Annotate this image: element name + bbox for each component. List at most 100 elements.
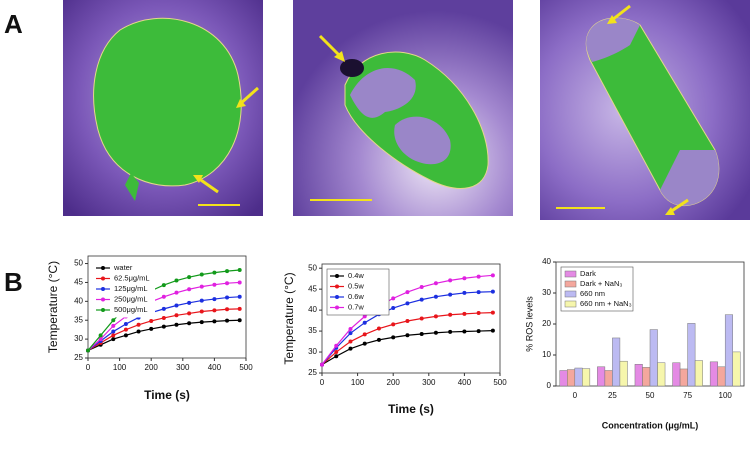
- data-point: [348, 331, 353, 336]
- data-point: [98, 333, 103, 338]
- legend-label: 0.5w: [348, 281, 364, 290]
- bar: [687, 323, 696, 387]
- data-point: [419, 316, 424, 321]
- micrograph: [63, 0, 263, 216]
- legend-label: 0.6w: [348, 292, 364, 301]
- y-tick-label: 30: [74, 334, 83, 343]
- data-point: [199, 272, 204, 277]
- panel-label: B: [4, 267, 23, 297]
- data-point: [111, 329, 116, 334]
- y-tick-label: 40: [308, 305, 317, 314]
- y-axis-title: Temperature (°C): [46, 261, 60, 353]
- legend-marker: [335, 295, 339, 299]
- y-tick-label: 35: [308, 326, 317, 335]
- bar: [567, 369, 576, 387]
- x-tick-label: 200: [145, 363, 159, 372]
- data-point: [199, 284, 204, 289]
- legend-marker: [101, 308, 105, 312]
- bar: [612, 337, 621, 387]
- data-point: [376, 337, 381, 342]
- bar: [679, 368, 688, 387]
- data-point: [161, 306, 166, 311]
- x-tick-label: 500: [493, 378, 507, 387]
- data-point: [136, 322, 141, 327]
- x-tick-label: 500: [239, 363, 253, 372]
- data-point: [462, 290, 467, 295]
- data-point: [448, 329, 453, 334]
- data-point: [174, 303, 179, 308]
- data-point: [237, 267, 242, 272]
- data-point: [362, 332, 367, 337]
- data-point: [419, 297, 424, 302]
- y-tick-label: 50: [74, 259, 83, 268]
- data-point: [225, 269, 230, 274]
- data-point: [123, 327, 128, 332]
- y-axis-title: % ROS levels: [524, 296, 534, 352]
- bar: [717, 366, 726, 387]
- data-point: [212, 297, 217, 302]
- x-axis-title: Concentration (μg/mL): [602, 420, 699, 430]
- data-point: [476, 311, 481, 316]
- data-point: [391, 306, 396, 311]
- data-point: [419, 285, 424, 290]
- x-tick-label: 200: [387, 378, 401, 387]
- data-point: [174, 278, 179, 283]
- y-tick-label: 30: [308, 347, 317, 356]
- data-point: [448, 278, 453, 283]
- data-point: [237, 306, 242, 311]
- data-point: [136, 329, 141, 334]
- legend-label: water: [113, 263, 133, 272]
- legend-marker: [101, 287, 105, 291]
- data-point: [111, 337, 116, 342]
- y-tick-label: 50: [308, 263, 317, 272]
- legend-label: 250μg/mL: [114, 294, 148, 303]
- x-tick-label: 400: [208, 363, 222, 372]
- data-point: [433, 330, 438, 335]
- legend-label: 500μg/mL: [114, 305, 148, 314]
- data-point: [161, 283, 166, 288]
- data-point: [161, 315, 166, 320]
- data-point: [391, 296, 396, 301]
- data-point: [490, 289, 495, 294]
- data-point: [225, 307, 230, 312]
- legend-marker: [335, 274, 339, 278]
- legend-label: 0.7w: [348, 302, 364, 311]
- data-point: [334, 343, 339, 348]
- data-point: [462, 276, 467, 281]
- x-tick-label: 75: [683, 391, 692, 400]
- micrograph: [293, 0, 513, 216]
- y-tick-label: 45: [74, 278, 83, 287]
- data-point: [111, 323, 116, 328]
- data-point: [174, 290, 179, 295]
- x-tick-label: 300: [422, 378, 436, 387]
- data-point: [462, 329, 467, 334]
- x-tick-label: 100: [719, 391, 733, 400]
- data-point: [111, 318, 116, 323]
- data-point: [149, 318, 154, 323]
- data-point: [212, 282, 217, 287]
- data-point: [476, 274, 481, 279]
- x-tick-label: 300: [176, 363, 190, 372]
- micrograph: [540, 0, 750, 220]
- y-tick-label: 10: [542, 350, 551, 359]
- x-tick-label: 0: [86, 363, 91, 372]
- legend-swatch: [564, 290, 577, 298]
- data-point: [237, 318, 242, 323]
- legend-marker: [101, 266, 105, 270]
- data-point: [225, 295, 230, 300]
- data-point: [199, 298, 204, 303]
- legend-marker: [335, 305, 339, 310]
- y-axis-title: Temperature (°C): [282, 272, 296, 364]
- data-point: [433, 281, 438, 286]
- x-tick-label: 100: [113, 363, 127, 372]
- data-point: [405, 290, 410, 295]
- data-point: [187, 300, 192, 305]
- data-point: [199, 320, 204, 325]
- x-tick-label: 0: [320, 378, 325, 387]
- data-point: [174, 313, 179, 318]
- x-axis-title: Time (s): [388, 402, 434, 416]
- data-point: [149, 326, 154, 331]
- x-tick-label: 100: [351, 378, 365, 387]
- y-tick-label: 30: [542, 288, 551, 297]
